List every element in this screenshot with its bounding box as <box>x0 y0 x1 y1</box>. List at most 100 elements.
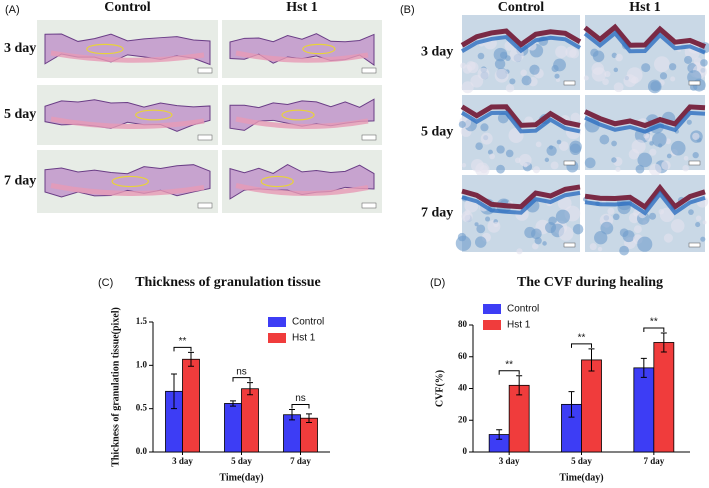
texture <box>693 57 702 66</box>
error-bar <box>640 357 647 378</box>
row-label: 5 day <box>421 125 453 140</box>
error-bar <box>306 413 312 424</box>
texture <box>612 213 620 221</box>
texture <box>479 165 489 174</box>
collagen <box>583 30 706 55</box>
bar <box>182 358 200 453</box>
chart-title: Thickness of granulation tissue <box>135 275 321 290</box>
y-tick-label: 1.0 <box>136 359 148 369</box>
highlight <box>260 175 294 188</box>
column-header: Control <box>498 0 545 15</box>
scale-bar <box>563 242 576 248</box>
dermis <box>235 183 369 196</box>
texture <box>457 232 467 242</box>
texture <box>505 149 514 158</box>
texture <box>523 163 528 168</box>
texture <box>474 236 487 248</box>
dermis <box>235 116 369 129</box>
x-tick-label: 3 day <box>172 456 193 466</box>
texture <box>520 69 527 77</box>
significance-bracket <box>291 404 310 409</box>
texture <box>666 153 672 159</box>
legend-label: Control <box>507 304 539 315</box>
texture <box>700 59 708 67</box>
texture <box>542 241 547 246</box>
texture <box>584 157 596 169</box>
texture <box>604 70 611 78</box>
texture <box>485 216 491 222</box>
error-bar <box>660 332 667 353</box>
panel-label: (D) <box>430 277 445 289</box>
texture <box>493 221 499 228</box>
texture <box>695 215 702 222</box>
texture <box>550 161 559 170</box>
texture <box>670 76 676 82</box>
texture <box>658 143 663 148</box>
texture <box>505 55 511 61</box>
texture <box>489 153 495 160</box>
epidermis <box>584 183 706 211</box>
error-bar <box>171 373 177 410</box>
bar <box>300 417 318 453</box>
texture <box>592 50 605 63</box>
x-tick-label: 5 day <box>571 456 592 466</box>
texture <box>461 162 467 168</box>
legend-swatch <box>268 317 286 327</box>
texture <box>548 145 554 150</box>
epidermis <box>583 104 706 129</box>
texture <box>545 222 557 234</box>
scale-bar <box>197 202 213 209</box>
significance-bracket <box>232 377 251 382</box>
row-label: 7 day <box>4 174 36 189</box>
texture <box>641 63 651 73</box>
texture <box>569 48 580 59</box>
texture <box>628 212 640 224</box>
texture <box>637 152 653 168</box>
scale-bar <box>563 80 576 86</box>
texture <box>494 58 506 70</box>
texture <box>583 75 589 81</box>
error-bar <box>496 429 503 440</box>
texture <box>524 226 536 239</box>
texture <box>572 223 584 235</box>
texture <box>534 237 542 245</box>
texture <box>555 45 568 59</box>
texture <box>505 83 515 93</box>
scale-bar <box>563 160 576 166</box>
epidermis <box>583 23 706 49</box>
texture <box>600 221 614 235</box>
significance-label: ** <box>505 359 513 370</box>
column-header: Control <box>104 0 151 15</box>
bar <box>653 342 675 453</box>
highlight <box>281 109 315 121</box>
legend-swatch <box>483 304 501 314</box>
texture <box>509 78 516 85</box>
epidermis <box>460 28 582 48</box>
texture <box>554 73 560 79</box>
bar <box>241 388 259 453</box>
texture <box>659 207 675 223</box>
texture <box>556 139 562 145</box>
texture <box>695 222 701 228</box>
texture <box>477 52 485 60</box>
texture <box>494 68 509 83</box>
texture <box>555 209 570 224</box>
texture <box>599 134 610 145</box>
texture <box>476 224 486 234</box>
texture <box>649 148 657 156</box>
chart-title: The CVF during healing <box>517 275 663 290</box>
bar <box>633 367 655 453</box>
texture <box>637 236 653 252</box>
highlight <box>111 175 149 188</box>
significance-label: ** <box>650 317 658 328</box>
x-axis-label: Time(day) <box>219 472 263 483</box>
texture <box>700 236 706 242</box>
panel-label: (A) <box>5 4 20 16</box>
texture <box>544 157 550 163</box>
scale-bar <box>688 80 701 86</box>
panel-label: (C) <box>98 277 113 289</box>
texture <box>475 142 483 150</box>
scale-bar <box>361 202 377 209</box>
texture <box>644 133 653 142</box>
y-tick-label: 60 <box>458 351 468 361</box>
